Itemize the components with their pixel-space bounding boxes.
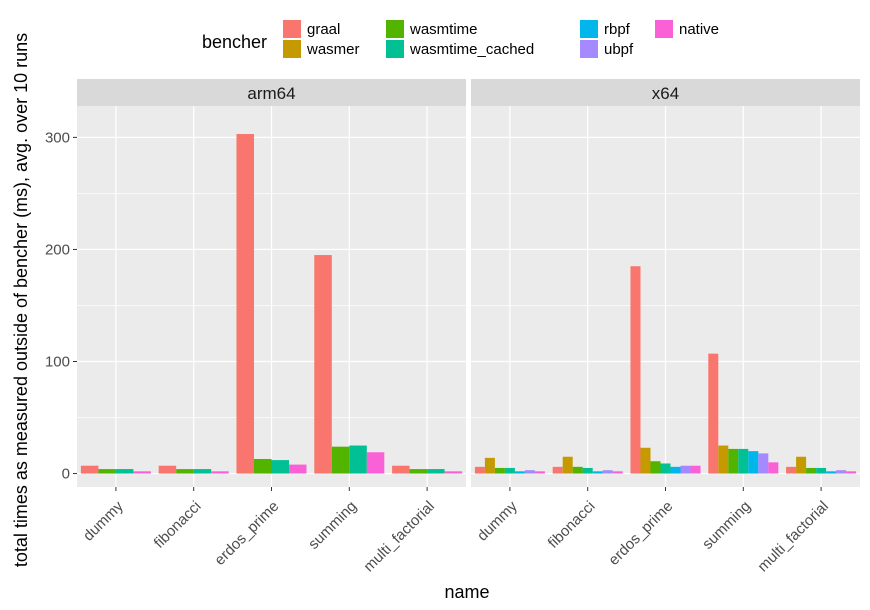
legend-label-native: native [679,21,719,38]
x-tick-label: erdos_prime [605,498,676,569]
bar-arm64-native-multi_factorial [444,471,463,474]
bar-arm64-native-dummy [133,471,151,474]
x-tick-label: fibonacci [151,498,205,552]
bar-arm64-native-summing [366,452,385,474]
bar-x64-native-summing [768,462,779,474]
bar-arm64-wasmtime-erdos_prime [253,458,272,474]
bar-x64-graal-summing [708,353,719,474]
bar-arm64-graal-dummy [80,465,99,474]
bar-arm64-wasmtime-multi_factorial [409,469,428,474]
legend-key-rbpf [580,20,598,38]
legend-key-wasmer [283,40,301,58]
bar-x64-wasmtime-erdos_prime [650,461,661,474]
bar-x64-wasmer-multi_factorial [796,456,807,474]
x-tick-label: summing [305,498,360,553]
legend-label-wasmtime: wasmtime [409,21,478,38]
bar-x64-native-multi_factorial [846,471,857,474]
bar-arm64-graal-multi_factorial [392,465,410,474]
bar-x64-wasmer-dummy [484,457,495,474]
x-tick-label: fibonacci [545,498,599,552]
bar-x64-ubpf-dummy [524,470,535,474]
bar-x64-wasmtime-dummy [494,467,505,474]
bar-arm64-native-erdos_prime [289,464,307,474]
x-tick-label: multi_factorial [754,498,831,575]
legend-title: bencher [202,32,267,52]
legend-label-rbpf: rbpf [604,21,631,38]
bar-x64-native-fibonacci [612,471,623,474]
bar-x64-wasmtime-fibonacci [572,466,583,474]
x-tick-label: multi_factorial [360,498,437,575]
bar-x64-graal-fibonacci [552,466,563,474]
bar-x64-graal-dummy [474,466,485,474]
bar-x64-graal-erdos_prime [630,266,641,474]
legend-key-graal [283,20,301,38]
bar-x64-wasmtime_cached-fibonacci [582,467,593,474]
x-axis-title: name [444,582,489,602]
bar-x64-wasmer-fibonacci [562,456,573,474]
y-axis-title: total times as measured outside of bench… [11,33,31,567]
bar-x64-wasmtime_cached-multi_factorial [816,467,827,474]
bar-x64-rbpf-multi_factorial [826,471,837,474]
bar-x64-wasmtime_cached-summing [738,448,749,474]
panel-x64: x64 dummy fibonacci erdos_prime summing multi… [471,79,860,575]
bar-x64-native-dummy [534,471,545,474]
x-tick-label: summing [699,498,754,553]
strip-arm64 [77,79,466,106]
bar-arm64-wasmtime_cached-dummy [115,469,134,474]
bar-arm64-native-fibonacci [211,471,229,474]
x-tick-label: dummy [474,497,521,544]
legend-label-wasmer: wasmer [306,41,360,58]
bar-x64-rbpf-summing [748,451,759,474]
bar-arm64-wasmtime_cached-fibonacci [193,469,212,474]
bar-arm64-wasmtime-dummy [98,469,116,474]
bar-arm64-wasmtime_cached-erdos_prime [271,460,290,474]
y-tick-label: 100 [45,353,70,370]
bar-x64-rbpf-dummy [514,471,525,474]
bar-arm64-wasmtime-summing [331,446,350,474]
bar-x64-ubpf-summing [758,453,769,474]
legend-key-wasmtime_cached [386,40,404,58]
bar-x64-wasmer-erdos_prime [640,447,651,474]
bar-arm64-graal-fibonacci [158,465,177,474]
legend-label-wasmtime_cached: wasmtime_cached [409,41,534,58]
bar-arm64-wasmtime_cached-multi_factorial [427,469,445,474]
bar-x64-ubpf-erdos_prime [680,465,691,474]
legend-key-wasmtime [386,20,404,38]
legend: bencher graal wasmer wasmtime wasmtime_cach… [202,20,719,58]
panel-arm64: arm64 dummy fibonacci erdos_prime summing mul… [45,79,466,575]
legend-key-ubpf [580,40,598,58]
bar-x64-native-erdos_prime [690,465,701,474]
y-tick-label: 200 [45,241,70,258]
bar-x64-wasmer-summing [718,445,729,474]
bar-x64-ubpf-multi_factorial [836,470,847,474]
y-tick-label: 0 [62,466,70,483]
bar-arm64-graal-summing [314,255,332,474]
bar-x64-rbpf-erdos_prime [670,466,681,474]
legend-key-native [655,20,673,38]
bar-x64-wasmtime-summing [728,448,739,474]
bar-arm64-graal-erdos_prime [236,134,254,474]
bar-x64-wasmtime-multi_factorial [806,467,817,474]
bar-x64-rbpf-fibonacci [592,471,603,474]
x-tick-label: dummy [80,497,127,544]
bar-x64-graal-multi_factorial [786,466,797,474]
bar-x64-wasmtime_cached-dummy [504,467,515,474]
bar-x64-ubpf-fibonacci [602,470,613,474]
legend-label-graal: graal [307,21,340,38]
y-tick-label: 300 [45,129,70,146]
bar-arm64-wasmtime_cached-summing [349,445,367,474]
legend-label-ubpf: ubpf [604,41,634,58]
strip-label-arm64: arm64 [247,84,295,103]
strip-label-x64: x64 [652,84,679,103]
bar-arm64-wasmtime-fibonacci [176,469,194,474]
strip-x64 [471,79,860,106]
x-tick-label: erdos_prime [211,498,282,569]
bar-x64-wasmtime_cached-erdos_prime [660,463,671,474]
